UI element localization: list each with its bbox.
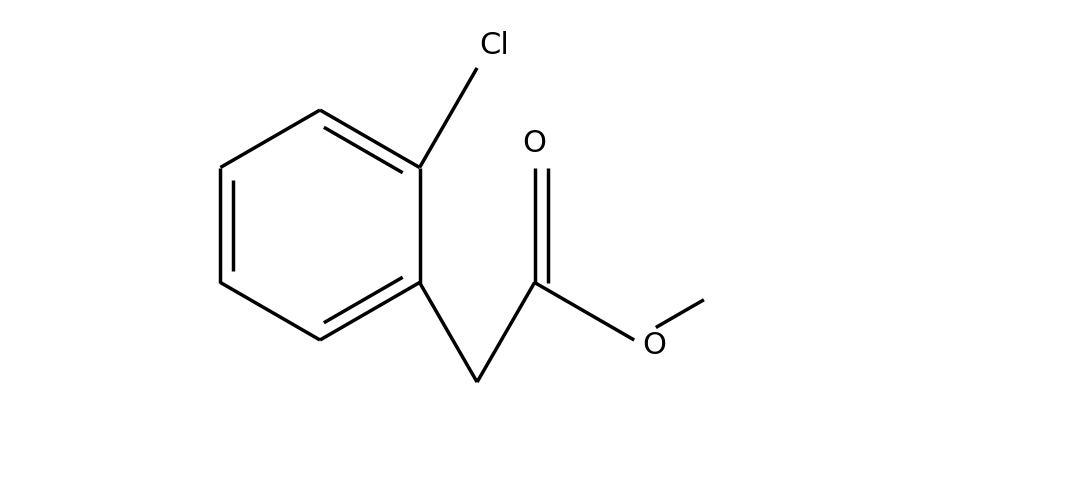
- Text: Cl: Cl: [479, 31, 509, 60]
- Text: O: O: [522, 129, 547, 157]
- Text: O: O: [642, 331, 667, 360]
